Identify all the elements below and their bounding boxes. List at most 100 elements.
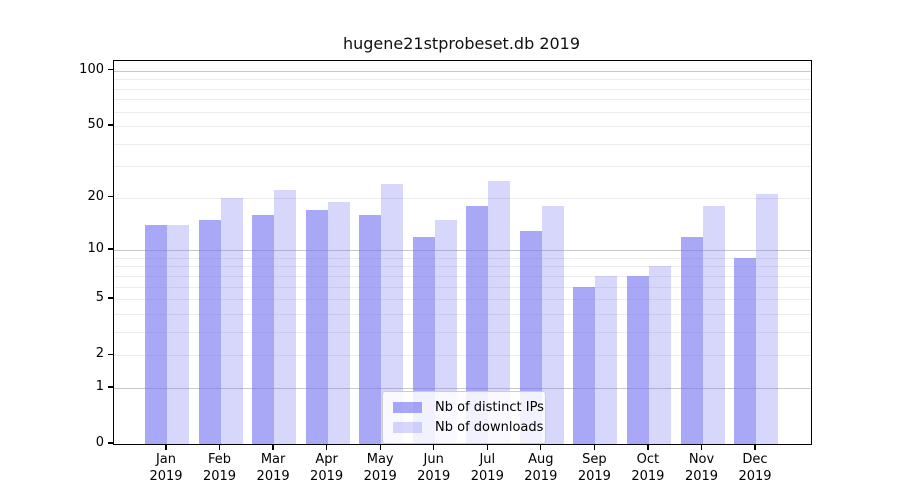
bar-downloads-oct bbox=[648, 266, 671, 444]
x-tick-label-nov: Nov 2019 bbox=[674, 451, 730, 485]
gridline-minor bbox=[114, 99, 811, 101]
x-tick-year: 2019 bbox=[470, 469, 504, 484]
x-tick-label-apr: Apr 2019 bbox=[299, 451, 355, 485]
y-tick-mark bbox=[108, 386, 113, 388]
x-tick-year: 2019 bbox=[524, 469, 558, 484]
x-tick-month: Sep bbox=[582, 452, 607, 467]
gridline-major bbox=[114, 250, 811, 252]
x-tick-mark bbox=[647, 445, 649, 450]
legend-item-distinct-ips: Nb of distinct IPs bbox=[393, 397, 544, 417]
y-tick-mark bbox=[108, 196, 113, 198]
x-tick-year: 2019 bbox=[310, 469, 344, 484]
gridline-minor bbox=[114, 79, 811, 81]
x-tick-year: 2019 bbox=[202, 469, 237, 484]
x-tick-label-jan: Jan 2019 bbox=[138, 451, 194, 485]
y-tick-label: 0 bbox=[95, 435, 104, 450]
plot-area: Nb of distinct IPs Nb of downloads bbox=[113, 60, 812, 445]
grid-layer bbox=[114, 61, 811, 444]
x-tick-month: Apr bbox=[315, 452, 338, 467]
x-tick-mark bbox=[379, 445, 381, 450]
bar-downloads-may bbox=[381, 183, 404, 444]
x-tick-mark bbox=[218, 445, 221, 450]
x-tick-mark bbox=[486, 445, 488, 450]
gridline-minor bbox=[114, 166, 811, 168]
x-tick-label-jul: Jul 2019 bbox=[459, 451, 515, 485]
x-tick-year: 2019 bbox=[684, 469, 719, 484]
bar-distinct-ips-aug bbox=[519, 230, 542, 444]
x-tick-mark bbox=[700, 445, 703, 450]
bar-distinct-ips-oct bbox=[626, 275, 649, 444]
x-tick-label-dec: Dec 2019 bbox=[727, 451, 783, 485]
legend-label: Nb of downloads bbox=[435, 419, 544, 435]
x-tick-month: Oct bbox=[636, 452, 660, 467]
gridline-major bbox=[114, 387, 811, 390]
legend: Nb of distinct IPs Nb of downloads bbox=[382, 391, 546, 444]
gridline-minor bbox=[114, 111, 811, 113]
y-tick-mark bbox=[108, 69, 113, 71]
x-tick-label-oct: Oct 2019 bbox=[620, 451, 676, 485]
bar-downloads-apr bbox=[327, 201, 350, 444]
y-tick-mark bbox=[108, 297, 113, 299]
gridline-minor bbox=[114, 197, 811, 199]
x-tick-mark bbox=[540, 445, 542, 450]
bar-distinct-ips-nov bbox=[680, 236, 703, 444]
y-tick-label: 20 bbox=[87, 188, 104, 204]
gridline-minor bbox=[114, 331, 811, 333]
x-tick-year: 2019 bbox=[256, 469, 290, 484]
y-tick-label: 50 bbox=[87, 117, 104, 132]
gridline-minor bbox=[114, 266, 811, 268]
x-tick-label-mar: Mar 2019 bbox=[245, 451, 301, 485]
bar-distinct-ips-jan bbox=[145, 225, 167, 444]
x-tick-year: 2019 bbox=[631, 469, 665, 484]
y-tick-mark bbox=[108, 353, 113, 355]
gridline-minor bbox=[114, 286, 811, 288]
legend-swatch-downloads bbox=[393, 421, 422, 433]
x-tick-label-aug: Aug 2019 bbox=[513, 451, 569, 485]
x-tick-year: 2019 bbox=[149, 469, 183, 484]
x-tick-mark bbox=[325, 445, 328, 450]
y-tick-label: 100 bbox=[79, 61, 104, 77]
gridline-major bbox=[114, 70, 811, 72]
x-tick-label-sep: Sep 2019 bbox=[566, 451, 622, 485]
x-tick-mark bbox=[165, 445, 167, 450]
bars-layer bbox=[114, 61, 811, 444]
bar-downloads-feb bbox=[220, 197, 243, 444]
bar-distinct-ips-sep bbox=[573, 286, 596, 444]
x-tick-mark bbox=[754, 445, 756, 450]
bar-downloads-sep bbox=[595, 275, 618, 444]
x-tick-month: Nov bbox=[688, 452, 715, 467]
bar-downloads-dec bbox=[756, 194, 778, 444]
x-tick-month: Jul bbox=[479, 452, 496, 467]
bar-downloads-jan bbox=[167, 225, 189, 444]
chart-title: hugene21stprobeset.db 2019 bbox=[342, 34, 581, 53]
x-tick-mark bbox=[593, 445, 596, 450]
bar-distinct-ips-jul bbox=[466, 205, 489, 444]
gridline-minor bbox=[114, 275, 811, 277]
x-tick-month: Jun bbox=[423, 452, 444, 467]
x-tick-mark bbox=[433, 445, 435, 450]
x-tick-month: Dec bbox=[742, 452, 768, 467]
legend-label: Nb of distinct IPs bbox=[435, 399, 544, 415]
x-tick-month: Feb bbox=[207, 452, 232, 467]
x-tick-year: 2019 bbox=[577, 469, 611, 484]
bar-distinct-ips-may bbox=[359, 214, 382, 444]
legend-item-downloads: Nb of downloads bbox=[393, 417, 543, 437]
x-tick-label-may: May 2019 bbox=[352, 451, 408, 485]
legend-swatch-distinct-ips bbox=[393, 401, 422, 413]
x-tick-month: Mar bbox=[260, 452, 286, 467]
bar-downloads-jun bbox=[434, 219, 457, 444]
x-tick-year: 2019 bbox=[738, 469, 772, 484]
bar-downloads-mar bbox=[274, 190, 297, 444]
x-tick-label-feb: Feb 2019 bbox=[192, 451, 248, 485]
bar-distinct-ips-feb bbox=[198, 219, 221, 444]
bar-downloads-jul bbox=[488, 180, 511, 444]
x-tick-month: Jan bbox=[155, 452, 177, 467]
gridline-minor bbox=[114, 299, 811, 301]
gridline-minor bbox=[114, 88, 811, 90]
x-tick-label-jun: Jun 2019 bbox=[406, 451, 462, 485]
x-tick-year: 2019 bbox=[417, 469, 451, 484]
y-tick-label: 1 bbox=[95, 378, 104, 394]
x-tick-year: 2019 bbox=[363, 469, 397, 484]
gridline-minor bbox=[114, 143, 811, 145]
